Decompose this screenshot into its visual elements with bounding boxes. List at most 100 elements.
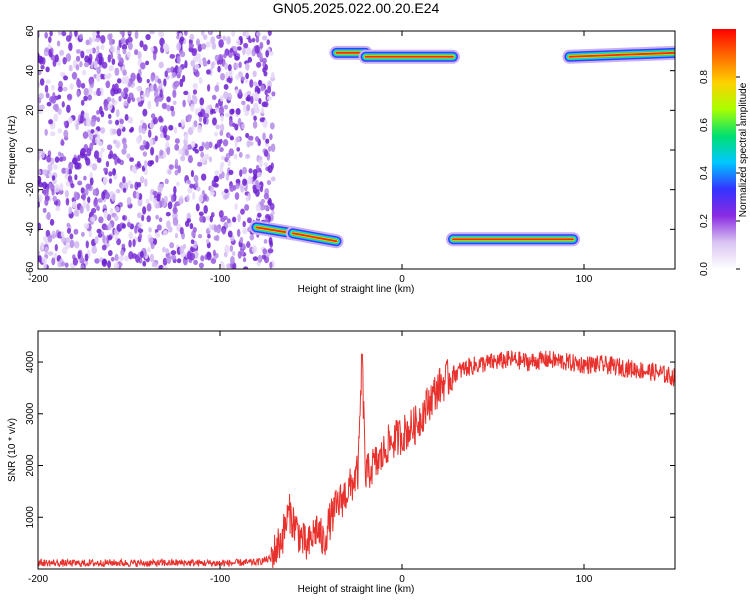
noise-speck: [252, 70, 257, 78]
noise-speck: [243, 103, 247, 113]
noise-speck: [138, 124, 143, 134]
y-tick-label: -40: [25, 222, 36, 237]
noise-speck: [105, 80, 111, 89]
noise-speck: [114, 83, 119, 91]
noise-speck: [51, 84, 55, 91]
noise-speck: [72, 257, 79, 266]
noise-speck: [184, 60, 188, 69]
noise-speck: [251, 245, 257, 254]
noise-speck: [142, 139, 147, 146]
noise-speck: [192, 82, 198, 90]
noise-speck: [44, 198, 49, 206]
noise-speck: [255, 36, 260, 43]
noise-speck: [141, 214, 145, 222]
x-tick-label: 0: [399, 274, 405, 285]
noise-speck: [155, 232, 161, 238]
noise-speck: [248, 168, 253, 174]
noise-speck: [269, 122, 275, 130]
noise-speck: [253, 104, 259, 113]
noise-speck: [101, 191, 106, 200]
noise-speck: [38, 97, 42, 104]
noise-speck: [268, 236, 273, 245]
noise-speck: [121, 243, 126, 249]
noise-speck: [129, 157, 135, 162]
noise-speck: [245, 153, 251, 160]
noise-speck: [47, 251, 54, 256]
noise-speck: [140, 62, 146, 70]
noise-speck: [112, 128, 118, 135]
noise-speck: [270, 71, 275, 79]
noise-speck: [100, 147, 105, 153]
noise-speck: [211, 94, 217, 101]
noise-speck: [122, 69, 127, 76]
noise-speck: [210, 61, 215, 69]
noise-speck: [85, 183, 92, 190]
noise-speck: [82, 192, 86, 201]
noise-speck: [83, 112, 90, 120]
noise-speck: [192, 226, 197, 233]
noise-speck: [71, 71, 78, 80]
noise-speck: [171, 71, 177, 78]
noise-speck: [235, 39, 241, 46]
noise-speck: [158, 217, 163, 223]
noise-speck: [142, 260, 147, 267]
noise-speck: [87, 87, 93, 95]
noise-speck: [194, 63, 200, 70]
noise-speck: [174, 158, 179, 168]
snr-series: [38, 349, 675, 569]
noise-speck: [77, 154, 81, 162]
noise-speck: [103, 102, 109, 112]
noise-speck: [179, 78, 184, 88]
noise-speck: [174, 143, 180, 151]
noise-speck: [149, 31, 155, 35]
noise-speck: [122, 187, 127, 193]
noise-speck: [236, 147, 241, 152]
noise-speck: [85, 240, 89, 249]
noise-speck: [101, 244, 107, 251]
noise-speck: [198, 145, 204, 152]
noise-speck: [109, 53, 114, 60]
noise-speck: [43, 235, 48, 242]
noise-speck: [62, 156, 67, 162]
noise-speck: [91, 163, 98, 171]
noise-speck: [207, 59, 211, 65]
noise-speck: [252, 184, 257, 190]
noise-speck: [214, 107, 219, 113]
noise-speck: [76, 90, 80, 98]
noise-speck: [68, 64, 73, 72]
noise-speck: [126, 153, 131, 159]
noise-speck: [114, 157, 118, 166]
noise-speck: [89, 177, 94, 186]
noise-speck: [266, 180, 272, 186]
noise-speck: [96, 45, 100, 51]
noise-speck: [234, 55, 240, 61]
noise-speck: [38, 151, 41, 160]
noise-speck: [229, 135, 235, 141]
colorbar-label: Normalized spectral amplitude: [738, 82, 749, 217]
noise-speck: [79, 114, 84, 124]
noise-speck: [145, 88, 150, 98]
noise-speck: [205, 41, 211, 48]
noise-speck: [147, 100, 152, 110]
noise-speck: [226, 77, 232, 83]
noise-speck: [241, 100, 246, 106]
noise-speck: [170, 194, 175, 203]
noise-speck: [80, 231, 85, 237]
noise-speck: [158, 31, 163, 37]
noise-speck: [241, 123, 245, 130]
noise-speck: [143, 159, 148, 169]
noise-speck: [247, 135, 254, 141]
noise-speck: [242, 47, 246, 56]
noise-speck: [173, 186, 177, 195]
noise-speck: [49, 218, 55, 226]
figure-title: GN05.2025.022.00.20.E24: [273, 0, 440, 16]
noise-speck: [248, 38, 253, 44]
noise-speck: [51, 230, 56, 240]
noise-speck: [130, 126, 135, 132]
noise-speck: [102, 234, 106, 244]
noise-speck: [106, 74, 111, 80]
noise-speck: [62, 56, 67, 65]
noise-speck: [192, 89, 198, 95]
noise-speck: [244, 204, 250, 211]
noise-speck: [138, 232, 143, 239]
